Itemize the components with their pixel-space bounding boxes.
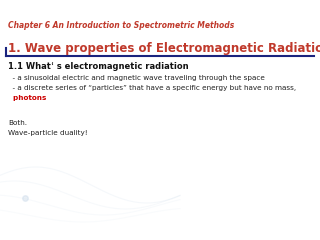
Text: photons: photons	[8, 95, 46, 101]
Text: Wave-particle duality!: Wave-particle duality!	[8, 130, 88, 136]
Text: Chapter 6 An Introduction to Spectrometric Methods: Chapter 6 An Introduction to Spectrometr…	[8, 21, 234, 30]
Text: - a discrete series of “particles” that have a specific energy but have no mass,: - a discrete series of “particles” that …	[8, 85, 296, 91]
Text: - a sinusoidal electric and magnetic wave traveling through the space: - a sinusoidal electric and magnetic wav…	[8, 75, 265, 81]
Text: 1.1 Whatʿ s electromagnetic radiation: 1.1 Whatʿ s electromagnetic radiation	[8, 62, 188, 71]
Text: Both.: Both.	[8, 120, 27, 126]
Text: 1. Wave properties of Electromagnetic Radiation: 1. Wave properties of Electromagnetic Ra…	[8, 42, 320, 55]
